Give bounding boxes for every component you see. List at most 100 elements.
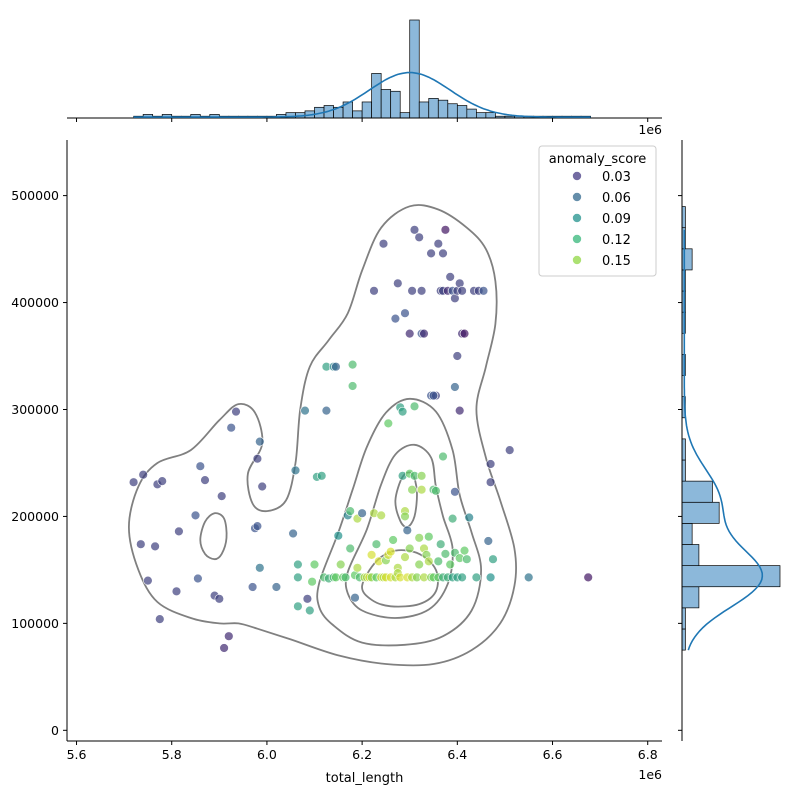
scatter-point bbox=[321, 405, 332, 416]
x-tick-label: 6.8 bbox=[638, 747, 658, 762]
y-hist-bar bbox=[681, 523, 693, 545]
scatter-point bbox=[433, 556, 443, 566]
scatter-point bbox=[214, 594, 225, 604]
scatter-point bbox=[300, 405, 310, 416]
x-hist-bar bbox=[418, 101, 430, 119]
scatter-point bbox=[464, 512, 474, 523]
scatter-points bbox=[128, 225, 593, 653]
x-hist-bar bbox=[352, 110, 363, 119]
scatter-point bbox=[155, 614, 165, 624]
scatter-point bbox=[136, 539, 146, 549]
legend-box bbox=[538, 145, 657, 277]
scatter-point bbox=[331, 362, 341, 372]
scatter-point bbox=[345, 506, 355, 516]
scatter-point bbox=[424, 556, 434, 566]
scatter-point bbox=[409, 401, 420, 411]
scatter-point bbox=[438, 451, 448, 462]
x-hist-bar bbox=[456, 105, 468, 119]
scatter-point bbox=[293, 601, 303, 611]
kde-contours bbox=[127, 204, 518, 667]
scatter-point bbox=[485, 459, 496, 469]
scatter-point bbox=[400, 308, 410, 318]
axes: 5.6 5.8 6.0 6.2 6.4 6.6 6.8 0 100000 200000 300000… bbox=[11, 140, 662, 762]
y-hist-bar bbox=[681, 438, 686, 461]
scatter-point bbox=[447, 513, 458, 524]
scatter-point bbox=[257, 481, 267, 492]
y-marginal-histogram bbox=[678, 140, 781, 741]
scatter-point bbox=[247, 582, 258, 592]
scatter-point bbox=[450, 487, 460, 497]
scatter-point bbox=[386, 546, 396, 557]
scatter-point bbox=[445, 559, 455, 570]
scatter-point bbox=[416, 286, 427, 296]
legend-label: 0.09 bbox=[602, 212, 631, 227]
y-tick-label: 300000 bbox=[11, 402, 59, 417]
scatter-point bbox=[488, 554, 498, 564]
scatter-point bbox=[307, 576, 317, 587]
scatter-point bbox=[424, 531, 434, 542]
scatter-point bbox=[317, 471, 327, 481]
scatter-point bbox=[224, 631, 234, 641]
y-tick-label: 400000 bbox=[11, 295, 59, 310]
x-hist-bar bbox=[390, 90, 401, 119]
scatter-point bbox=[428, 390, 439, 401]
scatter-point bbox=[302, 594, 313, 604]
scatter-point bbox=[128, 477, 139, 487]
legend-marker bbox=[572, 255, 582, 265]
scatter-point bbox=[174, 526, 184, 537]
scatter-point bbox=[407, 485, 417, 495]
scatter-point bbox=[483, 536, 493, 546]
x-hist-bar bbox=[380, 89, 392, 119]
scatter-point bbox=[419, 328, 429, 339]
x-hist-bar bbox=[447, 103, 458, 119]
kde-contour-2 bbox=[344, 443, 454, 619]
scatter-point bbox=[293, 572, 303, 583]
x-hist-bar bbox=[466, 108, 477, 119]
x-tick-label: 5.6 bbox=[67, 747, 87, 762]
x-kde-curve bbox=[133, 71, 591, 118]
scatter-point bbox=[462, 554, 472, 564]
kde-contour-5 bbox=[199, 512, 228, 561]
legend-marker bbox=[572, 213, 582, 223]
scatter-point bbox=[345, 543, 355, 554]
scatter-point bbox=[409, 225, 420, 235]
scatter-point bbox=[390, 313, 401, 324]
y-tick-label: 0 bbox=[51, 723, 59, 738]
scatter-point bbox=[352, 563, 363, 573]
scatter-point bbox=[138, 470, 148, 480]
y-tick-label: 200000 bbox=[11, 509, 59, 524]
scatter-point bbox=[371, 539, 382, 549]
scatter-point bbox=[457, 572, 467, 583]
scatter-point bbox=[143, 575, 153, 586]
x-tick-label: 6.4 bbox=[447, 747, 467, 762]
scatter-point bbox=[414, 533, 424, 543]
x-axis-title: total_length bbox=[326, 771, 404, 786]
scatter-point bbox=[505, 445, 515, 455]
scatter-point bbox=[445, 272, 455, 282]
scatter-point bbox=[193, 573, 203, 584]
scatter-point bbox=[440, 225, 451, 235]
main-scatter-panel bbox=[127, 204, 593, 667]
scatter-point bbox=[255, 563, 265, 573]
x-tick-label: 6.2 bbox=[352, 747, 372, 762]
scatter-point bbox=[414, 232, 424, 243]
y-hist-bar bbox=[681, 607, 686, 630]
scatter-point bbox=[219, 643, 229, 653]
scatter-point bbox=[393, 278, 403, 288]
legend-label: 0.06 bbox=[602, 191, 631, 206]
y-tick-label: 100000 bbox=[11, 616, 59, 631]
scatter-point bbox=[414, 559, 424, 570]
legend-label: 0.15 bbox=[602, 254, 631, 269]
scatter-point bbox=[309, 559, 320, 570]
scatter-point bbox=[583, 572, 593, 583]
kde-contour-0 bbox=[127, 204, 518, 667]
scatter-point bbox=[440, 549, 451, 559]
scatter-point bbox=[171, 586, 182, 596]
scatter-point bbox=[431, 486, 441, 496]
scatter-point bbox=[452, 351, 462, 361]
y-hist-bar bbox=[681, 501, 720, 524]
scatter-point bbox=[438, 248, 448, 259]
scatter-point bbox=[288, 528, 298, 539]
y-hist-bar bbox=[681, 544, 700, 566]
scatter-point bbox=[436, 539, 446, 549]
